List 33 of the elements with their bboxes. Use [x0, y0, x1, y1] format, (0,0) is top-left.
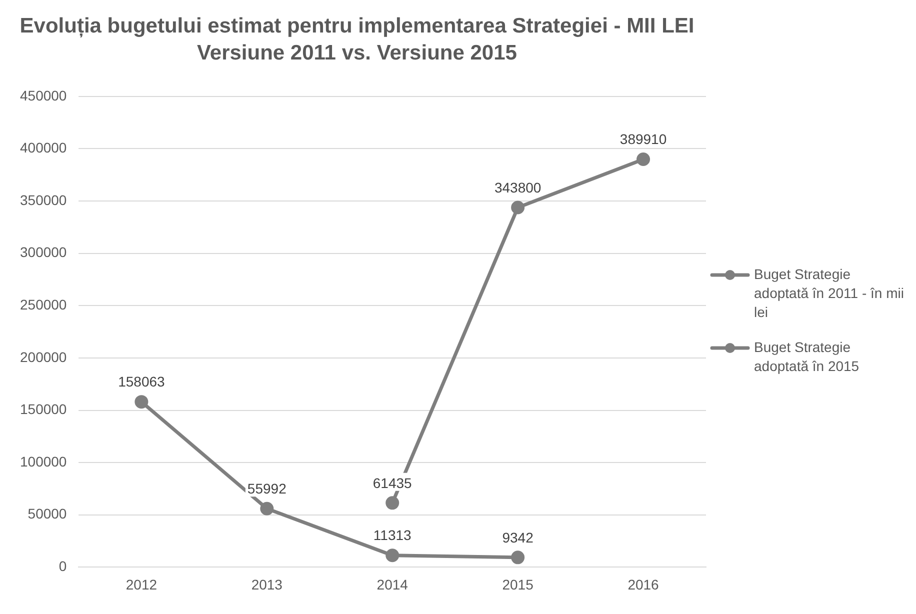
y-tick-label: 400000	[20, 140, 67, 156]
y-tick-label: 200000	[20, 348, 67, 365]
y-tick-label: 350000	[20, 192, 67, 208]
point	[636, 152, 650, 166]
x-tick-label: 2016	[628, 576, 660, 592]
data-label: 55992	[247, 480, 287, 496]
x-tick-label: 2015	[502, 576, 534, 592]
chart-title: Evoluția bugetului estimat pentru implementarea Strategiei - MII LEI	[20, 14, 694, 38]
data-label: 11313	[373, 527, 412, 544]
data-label: 343800	[494, 179, 542, 196]
legend-label: Buget Strategie adoptată în 2015	[754, 338, 860, 374]
y-tick-label: 150000	[20, 401, 67, 418]
y-tick-label: 0	[58, 558, 67, 574]
legend-label: Buget Strategie adoptată în 2011 - în mii lei	[754, 266, 904, 320]
data-label: 389910	[620, 131, 667, 148]
point	[511, 200, 525, 214]
point	[386, 496, 400, 510]
x-tick-label: 2012	[126, 576, 158, 592]
y-tick-label: 50000	[28, 506, 67, 522]
data-label: 61435	[372, 474, 412, 491]
chart-subtitle: Versiune 2011 vs. Versiune 2015	[197, 42, 518, 65]
point	[386, 548, 400, 562]
data-label: 9342	[502, 529, 534, 546]
y-tick-label: 100000	[20, 453, 67, 470]
x-tick-label: 2014	[376, 576, 408, 592]
x-tick-label: 2013	[251, 576, 283, 592]
point	[260, 502, 274, 516]
point	[134, 395, 148, 409]
data-label: 158063	[118, 374, 166, 390]
y-tick-label: 250000	[20, 296, 67, 313]
y-tick-label: 300000	[20, 244, 67, 260]
y-tick-label: 450000	[20, 87, 67, 104]
point	[511, 550, 525, 564]
